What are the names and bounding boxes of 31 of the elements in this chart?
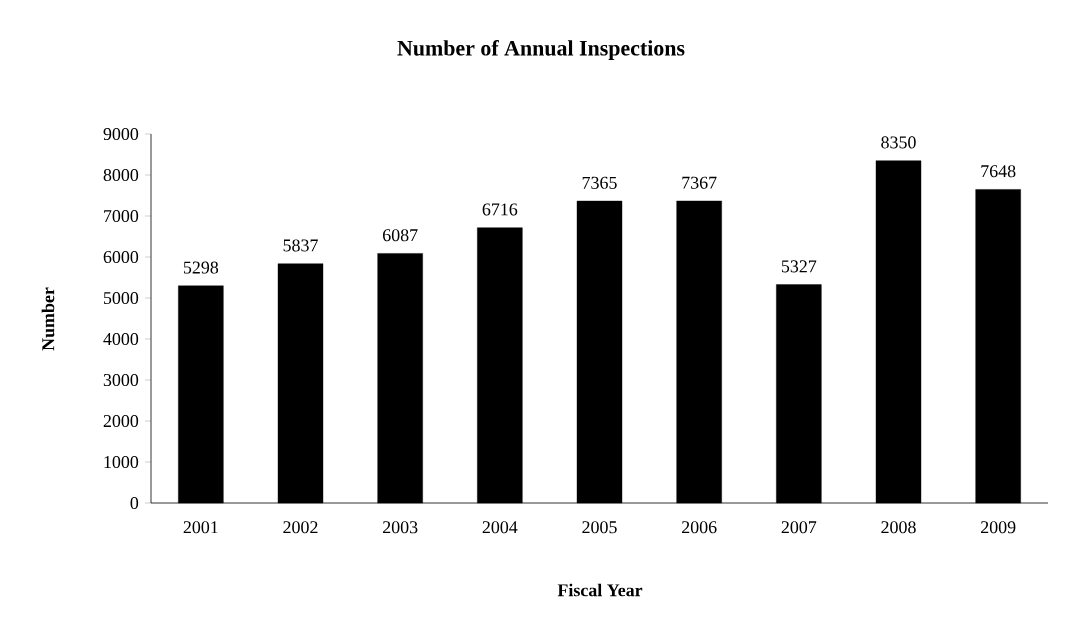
chart-title: Number of Annual Inspections: [397, 39, 685, 61]
y-tick-label: 2000: [103, 414, 139, 428]
data-label: 5327: [781, 260, 817, 273]
y-tick-label: 6000: [103, 250, 139, 264]
data-label: 7648: [981, 165, 1016, 178]
x-tick-label: 2006: [682, 521, 717, 534]
x-tick-label: 2001: [183, 521, 218, 534]
x-axis-title: Fiscal Year: [557, 583, 643, 597]
y-tick-label: 8000: [103, 168, 139, 182]
y-tick-label: 5000: [104, 291, 139, 305]
data-label: 6716: [482, 203, 518, 216]
y-axis-title: Number: [41, 287, 55, 351]
x-tick-label: 2009: [981, 521, 1016, 534]
data-label: 7365: [582, 176, 617, 189]
x-tick-label: 2003: [383, 521, 418, 534]
data-label: 5298: [183, 261, 219, 274]
y-tick-label: 3000: [103, 373, 139, 387]
data-label: 7367: [682, 176, 717, 189]
x-tick-label: 2002: [283, 521, 318, 534]
x-tick-label: 2008: [881, 521, 916, 534]
y-tick-label: 9000: [103, 127, 139, 141]
x-tick-label: 2007: [781, 521, 817, 534]
y-tick-label: 4000: [103, 332, 139, 346]
data-label: 8350: [881, 136, 916, 149]
y-tick-label: 0: [130, 496, 139, 510]
data-label: 6087: [383, 229, 418, 242]
y-tick-label: 1000: [104, 455, 139, 469]
data-label: 5837: [283, 239, 318, 252]
x-tick-label: 2005: [582, 521, 617, 534]
y-tick-label: 7000: [104, 209, 139, 223]
x-tick-label: 2004: [482, 521, 518, 534]
